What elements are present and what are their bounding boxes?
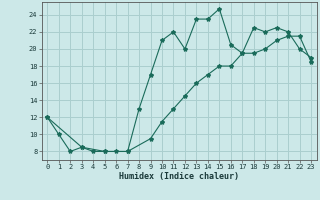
X-axis label: Humidex (Indice chaleur): Humidex (Indice chaleur) <box>119 172 239 181</box>
